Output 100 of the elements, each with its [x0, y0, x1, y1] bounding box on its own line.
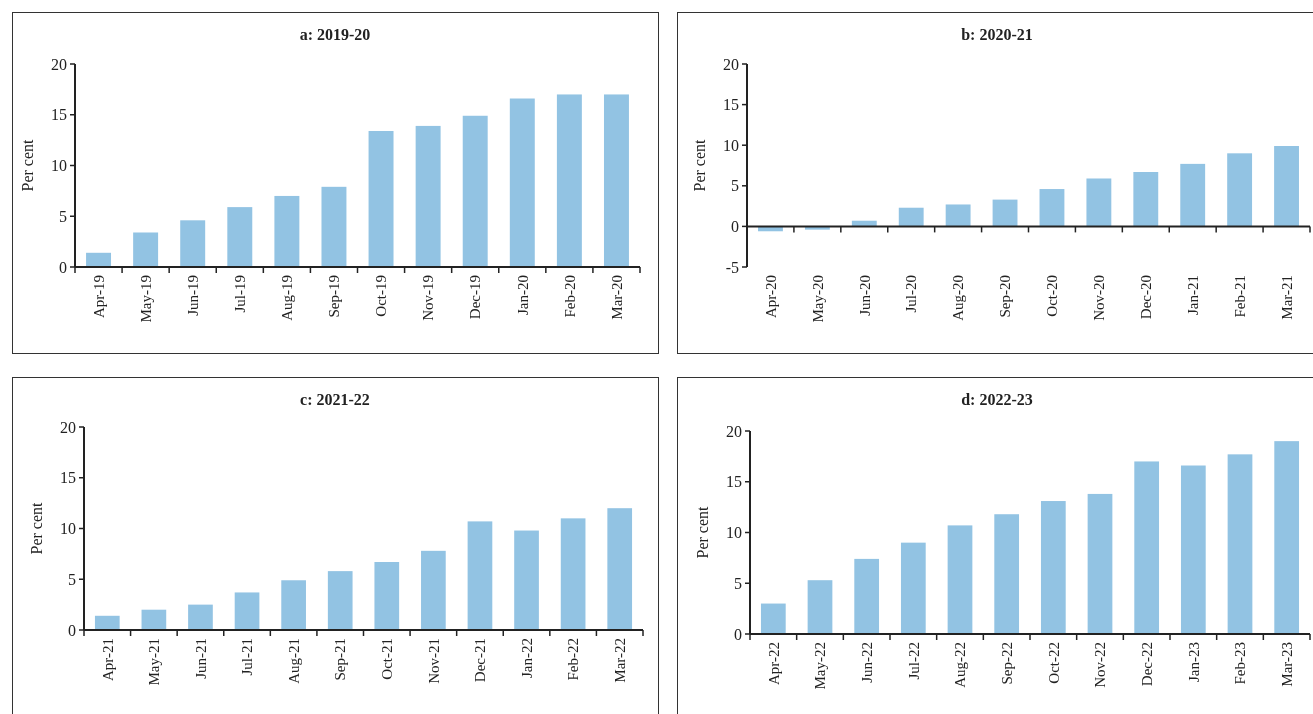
- bar: [374, 562, 400, 630]
- bar: [281, 580, 306, 630]
- bar: [321, 186, 347, 267]
- bar: [560, 518, 586, 630]
- x-tick-label: Nov-21: [425, 638, 442, 684]
- y-tick-label: 20: [726, 422, 742, 440]
- y-axis-title: Per cent: [19, 138, 36, 192]
- y-tick-label: 0: [731, 218, 739, 235]
- x-tick-label: Jan-21: [1184, 275, 1201, 315]
- bar: [234, 592, 260, 630]
- x-tick-label: Sep-22: [998, 642, 1015, 685]
- bar: [415, 125, 441, 267]
- x-tick-label: Jan-20: [514, 275, 531, 315]
- x-tick-label: Dec-21: [472, 638, 489, 683]
- x-tick-label: Jun-20: [856, 275, 873, 316]
- bar: [607, 508, 633, 630]
- chart-title: d: 2022-23: [961, 391, 1033, 408]
- x-tick-label: Mar-21: [1278, 275, 1295, 320]
- x-tick-label: Mar-23: [1278, 642, 1295, 687]
- x-tick-label: Apr-22: [765, 642, 782, 686]
- bar: [421, 550, 446, 630]
- x-tick-label: Aug-21: [285, 638, 302, 684]
- bar: [141, 609, 167, 630]
- x-tick-label: Jan-23: [1185, 642, 1202, 682]
- bar: [1274, 441, 1300, 634]
- bar: [274, 195, 300, 267]
- x-tick-label: Dec-22: [1138, 642, 1155, 687]
- x-tick-label: Oct-21: [379, 638, 396, 680]
- x-tick-label: Oct-22: [1045, 642, 1062, 684]
- x-tick-label: May-21: [146, 638, 163, 686]
- x-tick-label: Jul-22: [905, 642, 922, 680]
- x-tick-label: Aug-19: [279, 275, 296, 321]
- x-tick-label: Apr-20: [762, 275, 779, 319]
- bar: [945, 204, 971, 227]
- x-tick-label: Feb-22: [565, 638, 582, 681]
- bar: [1087, 493, 1113, 634]
- y-tick-label: 5: [68, 570, 76, 588]
- y-axis-title: Per cent: [28, 501, 45, 555]
- x-tick-label: Jul-20: [903, 275, 920, 313]
- bar: [947, 525, 973, 634]
- x-tick-label: Nov-19: [420, 275, 437, 321]
- y-tick-label: -5: [725, 258, 739, 276]
- x-tick-label: Aug-20: [950, 275, 967, 321]
- y-axis-title: Per cent: [691, 138, 708, 192]
- y-tick-label: 15: [726, 473, 742, 491]
- x-tick-label: Jul-19: [232, 275, 249, 313]
- x-tick-label: Jan-22: [518, 638, 535, 678]
- y-tick-label: 15: [60, 469, 76, 487]
- bar: [854, 558, 880, 634]
- x-tick-label: May-22: [812, 642, 829, 690]
- x-tick-label: Apr-19: [90, 275, 107, 319]
- chart-title: b: 2020-21: [961, 26, 1033, 43]
- x-tick-label: Feb-23: [1232, 642, 1249, 685]
- bar: [1227, 153, 1253, 227]
- x-tick-label: Sep-19: [326, 275, 343, 318]
- bar: [603, 94, 629, 267]
- y-tick-label: 0: [734, 625, 742, 643]
- y-axis-title: Per cent: [694, 505, 711, 559]
- x-tick-label: Mar-22: [611, 638, 628, 683]
- y-tick-label: 15: [723, 96, 739, 114]
- x-tick-label: Oct-20: [1044, 275, 1061, 317]
- bar: [86, 252, 112, 267]
- bar: [1040, 501, 1066, 634]
- x-tick-label: Jun-21: [192, 638, 209, 679]
- x-tick-label: Mar-20: [608, 275, 625, 320]
- x-tick-label: Dec-20: [1138, 275, 1155, 320]
- x-tick-label: Oct-19: [373, 275, 390, 317]
- x-tick-label: Sep-20: [997, 275, 1014, 318]
- bar: [898, 207, 924, 227]
- x-tick-label: May-19: [137, 275, 154, 323]
- x-tick-label: Nov-20: [1091, 275, 1108, 321]
- x-tick-label: Sep-21: [332, 638, 349, 681]
- bar: [900, 542, 926, 634]
- x-tick-label: Apr-21: [99, 638, 116, 682]
- x-tick-label: Feb-21: [1231, 275, 1248, 318]
- y-tick-label: 0: [68, 621, 76, 639]
- bar: [804, 226, 830, 230]
- y-tick-label: 15: [51, 106, 67, 124]
- bar: [1227, 454, 1253, 634]
- bar: [327, 571, 353, 630]
- bar: [1134, 461, 1160, 634]
- bar: [1180, 163, 1206, 227]
- bar: [467, 521, 493, 630]
- bar: [1086, 178, 1112, 227]
- bar: [556, 94, 582, 267]
- bar: [1180, 465, 1206, 634]
- bar: [807, 580, 833, 634]
- y-tick-label: 5: [59, 207, 67, 225]
- bar: [1274, 146, 1299, 227]
- bar: [509, 98, 535, 267]
- y-tick-label: 0: [59, 258, 67, 276]
- y-tick-label: 10: [726, 524, 742, 542]
- x-tick-label: Feb-20: [561, 275, 578, 318]
- bar: [994, 514, 1020, 634]
- y-tick-label: 10: [51, 157, 67, 175]
- bar: [227, 207, 253, 267]
- x-tick-label: Jun-19: [184, 275, 201, 316]
- chart-title: a: 2019-20: [299, 26, 371, 43]
- x-tick-label: Dec-19: [467, 275, 484, 320]
- bar: [188, 604, 213, 630]
